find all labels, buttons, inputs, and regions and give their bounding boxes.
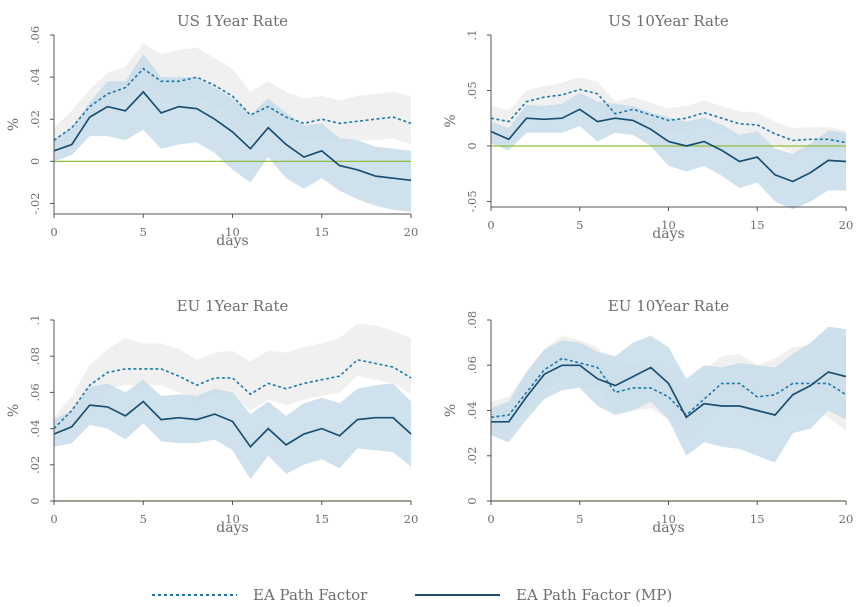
- y-axis-label: %: [6, 118, 22, 131]
- y-tick-label: .06: [465, 356, 479, 374]
- panel-title: EU 1Year Rate: [177, 297, 289, 315]
- y-tick-label: .04: [28, 68, 42, 86]
- y-tick-label: 0: [465, 142, 479, 149]
- x-tick-label: 5: [576, 512, 583, 526]
- x-tick-label: 15: [750, 218, 765, 232]
- y-tick-label: .1: [28, 315, 42, 326]
- legend-label-path-factor: EA Path Factor: [253, 586, 368, 604]
- x-tick-label: 15: [314, 225, 329, 239]
- panel-title: US 1Year Rate: [177, 12, 288, 30]
- x-tick-label: 20: [839, 512, 854, 526]
- x-tick-label: 15: [314, 512, 329, 526]
- y-tick-label: 0: [465, 497, 479, 504]
- y-tick-label: .08: [465, 311, 479, 329]
- x-axis-label: days: [652, 226, 684, 242]
- x-tick-label: 0: [487, 218, 494, 232]
- band-path-factor-mp: [54, 380, 411, 480]
- y-tick-label: .02: [28, 456, 42, 474]
- panel-title: EU 10Year Rate: [608, 297, 729, 315]
- y-axis-label: %: [6, 404, 22, 417]
- y-tick-label: .05: [465, 81, 479, 99]
- x-axis-label: days: [216, 233, 248, 249]
- x-tick-label: 5: [140, 225, 147, 239]
- panel-3: 0 5 10 15 200.02.04.06.08.1EU 1Year Ratedays…: [6, 297, 418, 536]
- x-tick-label: 5: [576, 218, 583, 232]
- legend-label-path-factor-mp: EA Path Factor (MP): [516, 586, 672, 604]
- x-tick-label: 0: [50, 512, 57, 526]
- x-tick-label: 5: [140, 512, 147, 526]
- y-tick-label: -.02: [28, 192, 42, 214]
- x-tick-label: 0: [487, 512, 494, 526]
- y-tick-label: .04: [28, 419, 42, 437]
- y-tick-label: .04: [465, 401, 479, 419]
- y-tick-label: .02: [28, 110, 42, 128]
- y-tick-label: 0: [28, 158, 42, 165]
- y-tick-label: -.05: [465, 190, 479, 212]
- x-tick-label: 0: [50, 225, 57, 239]
- y-tick-label: .08: [28, 347, 42, 365]
- y-tick-label: .06: [28, 383, 42, 401]
- y-tick-label: .02: [465, 447, 479, 465]
- y-axis-label: %: [443, 114, 459, 127]
- y-tick-label: .1: [465, 30, 479, 41]
- x-tick-label: 15: [750, 512, 765, 526]
- y-tick-label: .06: [28, 26, 42, 44]
- x-axis-label: days: [652, 520, 684, 536]
- x-axis-label: days: [216, 520, 248, 536]
- panel-title: US 10Year Rate: [608, 12, 729, 30]
- x-tick-label: 20: [404, 512, 419, 526]
- x-tick-label: 20: [404, 225, 419, 239]
- x-tick-label: 20: [839, 218, 854, 232]
- y-tick-label: 0: [28, 497, 42, 504]
- y-axis-label: %: [443, 404, 459, 417]
- legend: EA Path Factor EA Path Factor (MP): [152, 586, 672, 604]
